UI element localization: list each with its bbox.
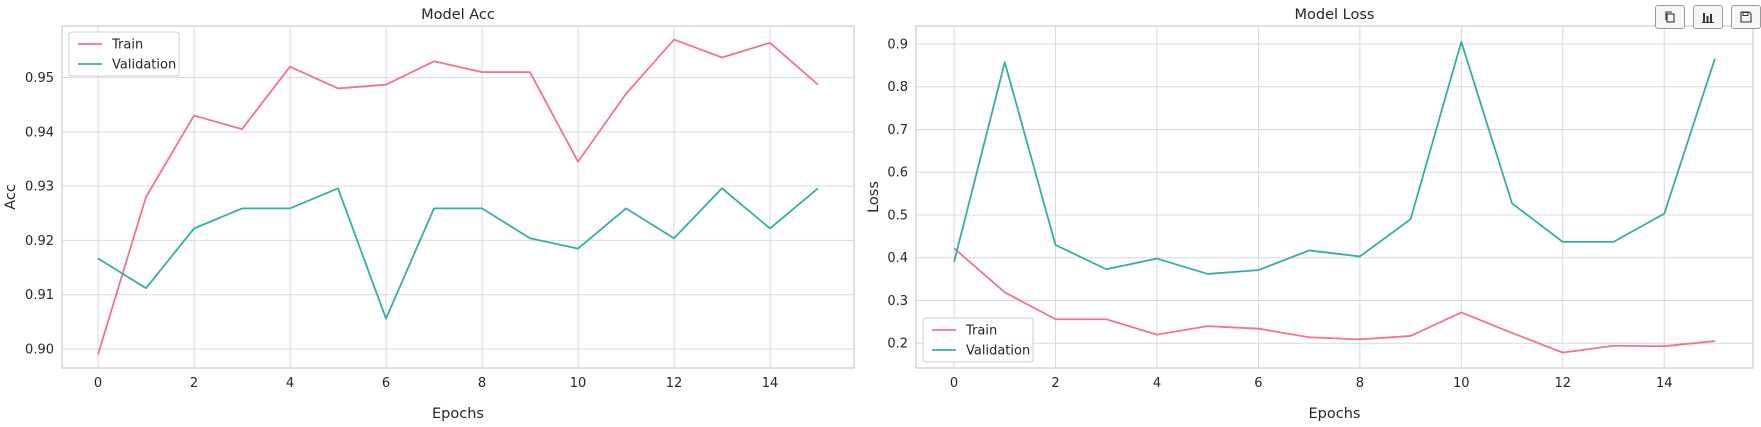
y-tick-label: 0.8 <box>887 80 908 95</box>
x-tick-label: 2 <box>190 376 198 391</box>
series-line-validation <box>953 40 1716 275</box>
series-line-train <box>953 247 1716 354</box>
x-tick-label: 0 <box>950 376 958 391</box>
y-tick-label: 0.9 <box>887 37 908 52</box>
y-tick-label: 0.90 <box>25 343 54 358</box>
y-tick-label: 0.92 <box>25 234 54 249</box>
x-tick-label: 2 <box>1051 376 1059 391</box>
x-tick-label: 8 <box>478 376 486 391</box>
axes-frame <box>61 25 855 369</box>
y-tick-label: 0.2 <box>887 337 908 352</box>
save-button[interactable] <box>1731 5 1761 29</box>
x-axis-label: Epochs <box>1309 406 1361 422</box>
chart-title: Model Acc <box>421 7 495 23</box>
y-tick-label: 0.3 <box>887 294 908 309</box>
legend: Train Validation <box>68 31 180 77</box>
x-tick-label: 4 <box>286 376 294 391</box>
x-tick-label: 6 <box>382 376 390 391</box>
chart-toolbar <box>1655 5 1761 29</box>
x-tick-label: 14 <box>762 376 779 391</box>
x-tick-label: 14 <box>1656 376 1673 391</box>
y-tick-label: 0.94 <box>25 125 54 140</box>
y-tick-label: 0.91 <box>25 288 54 303</box>
legend-label: Validation <box>112 58 176 73</box>
series-line-train <box>97 38 819 355</box>
y-tick-label: 0.4 <box>887 251 908 266</box>
bar-chart-button[interactable] <box>1693 5 1723 29</box>
y-tick-label: 0.7 <box>887 123 908 138</box>
chart-title: Model Loss <box>1295 7 1375 23</box>
x-tick-label: 6 <box>1254 376 1262 391</box>
x-axis-label: Epochs <box>432 406 484 422</box>
y-axis-label: Acc <box>3 184 19 210</box>
save-icon <box>1740 11 1752 23</box>
x-tick-label: 12 <box>1554 376 1571 391</box>
y-tick-label: 0.6 <box>887 166 908 181</box>
chart-1: 0 2 4 6 8 10 12 14 0.2 0.3 0.4 0.5 0.6 0.7 0.8 0.9 Model… <box>866 7 1754 422</box>
x-tick-label: 8 <box>1356 376 1364 391</box>
chart-0: 0 2 4 6 8 10 12 14 0.90 0.91 0.92 0.93 0.94 0.95 Model… <box>3 7 855 422</box>
legend: Train Validation <box>922 317 1034 363</box>
legend-label: Train <box>965 324 997 339</box>
series-line-validation <box>97 187 819 320</box>
x-tick-label: 4 <box>1153 376 1161 391</box>
legend-box <box>922 317 1034 363</box>
copy-button[interactable] <box>1655 5 1685 29</box>
axes-frame <box>915 25 1754 369</box>
x-tick-label: 10 <box>570 376 587 391</box>
x-tick-label: 10 <box>1453 376 1470 391</box>
copy-icon <box>1665 11 1675 23</box>
y-tick-label: 0.93 <box>25 180 54 195</box>
legend-box <box>68 31 180 77</box>
bar-chart-icon <box>1702 13 1714 23</box>
y-tick-label: 0.95 <box>25 71 54 86</box>
x-tick-label: 0 <box>94 376 102 391</box>
y-axis-label: Loss <box>866 181 882 213</box>
legend-label: Train <box>111 38 143 53</box>
y-tick-label: 0.5 <box>887 208 908 223</box>
x-tick-label: 12 <box>666 376 683 391</box>
legend-label: Validation <box>966 344 1030 359</box>
